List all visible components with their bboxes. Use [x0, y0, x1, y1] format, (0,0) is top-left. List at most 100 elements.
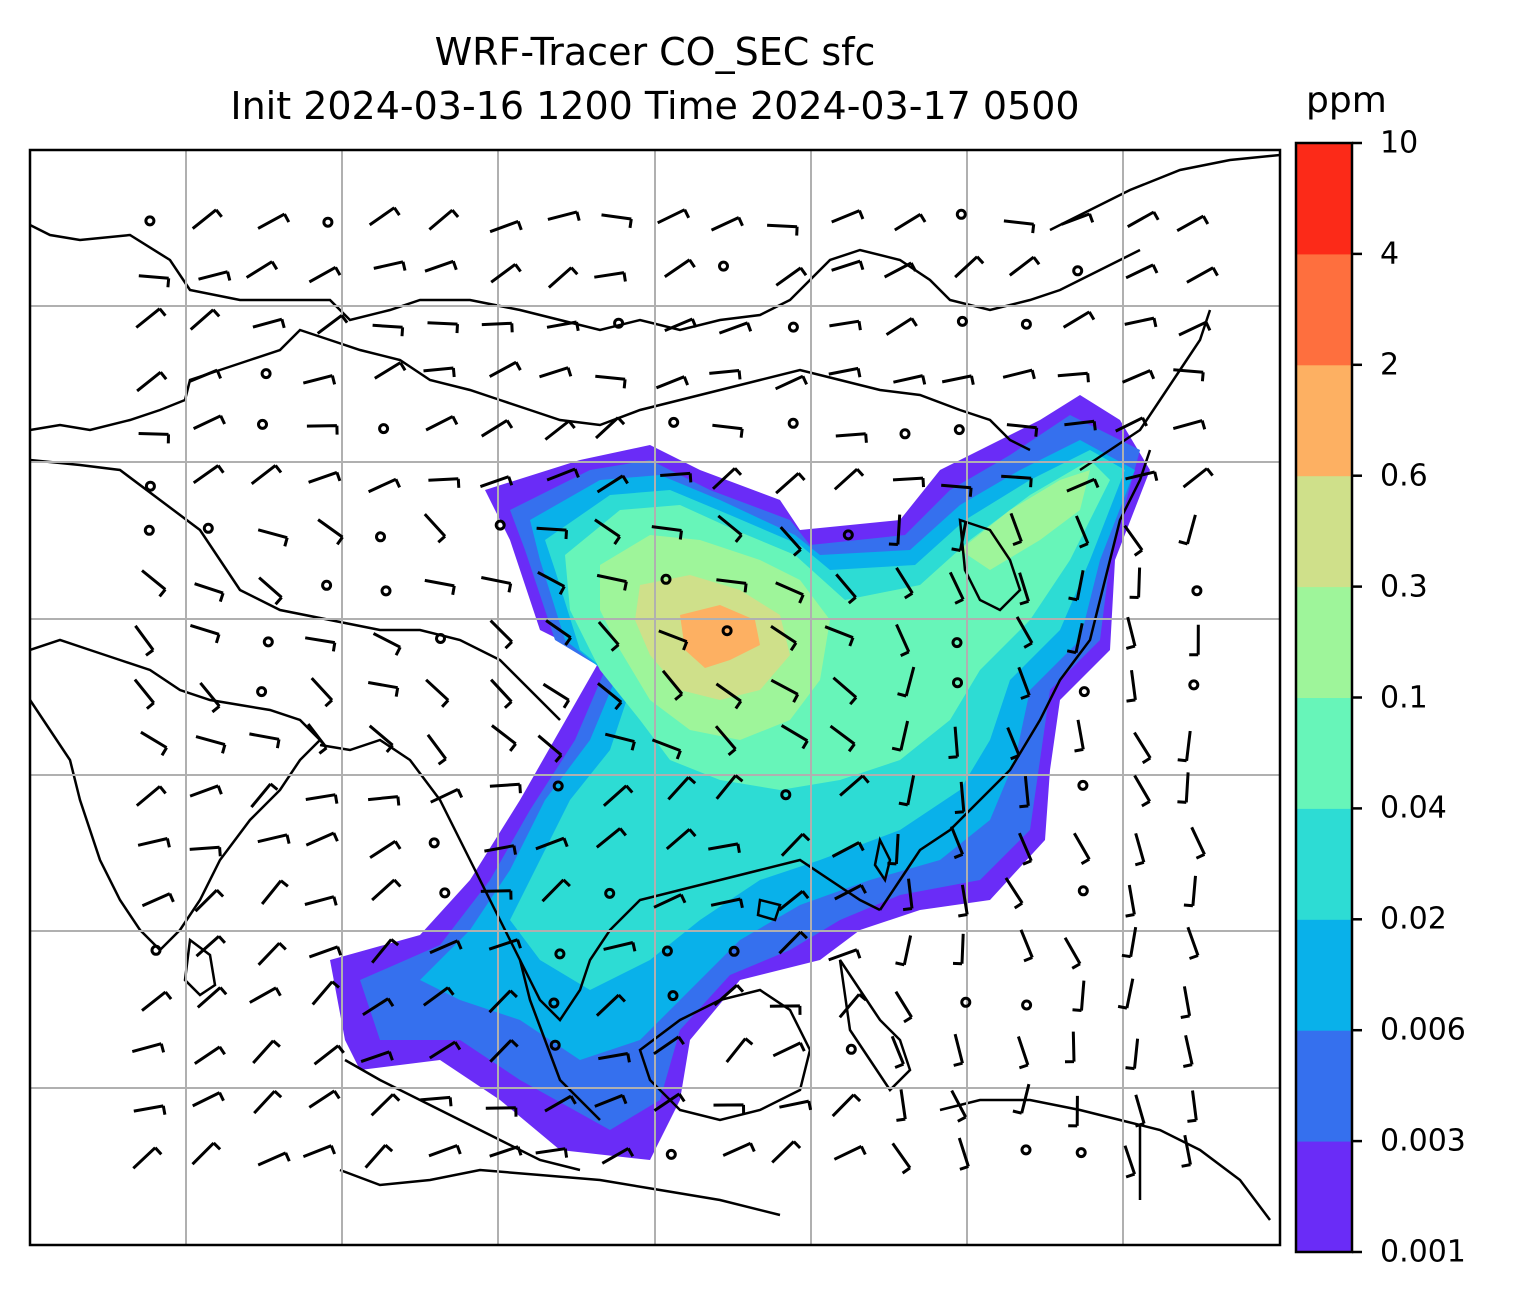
coastline-china-east — [878, 449, 1152, 911]
wind-barb — [725, 1037, 754, 1064]
wind-barb — [658, 629, 689, 651]
wind-barb — [422, 986, 455, 1007]
calm-wind-marker — [787, 321, 799, 333]
wind-barb — [426, 733, 448, 766]
chart-title-line1: WRF-Tracer CO_SEC sfc — [434, 30, 876, 74]
wind-barb — [778, 890, 810, 912]
wind-barb — [317, 518, 344, 546]
coastline-peninsula-malay — [518, 959, 601, 1121]
wind-barb — [537, 734, 563, 763]
wind-barb — [653, 1092, 686, 1112]
wind-barb — [257, 942, 287, 966]
wind-barb — [141, 569, 167, 598]
wind-barb — [134, 624, 155, 657]
wind-barb — [250, 464, 283, 485]
wind-barb — [258, 576, 283, 606]
wind-barb — [779, 1099, 813, 1111]
wind-barb — [490, 263, 522, 284]
calm-wind-marker — [321, 579, 333, 591]
wind-barb — [428, 1040, 462, 1060]
colorbar-tick-label: 2 — [1380, 347, 1400, 383]
wind-barb — [1019, 775, 1030, 809]
wind-barb — [1075, 515, 1090, 549]
field-level-7 — [680, 605, 760, 668]
wind-barb — [308, 470, 342, 484]
calm-wind-marker — [144, 215, 156, 227]
wind-barb — [1016, 1036, 1030, 1070]
wind-barb — [952, 933, 965, 966]
wind-barb — [885, 317, 918, 336]
wind-barb — [890, 1035, 905, 1069]
wind-barb — [1001, 474, 1033, 488]
wind-barb — [488, 938, 522, 951]
colorbar-tick-label: 0.003 — [1380, 1123, 1466, 1159]
calm-wind-marker — [554, 948, 566, 960]
calm-wind-marker — [845, 1043, 857, 1055]
wind-barb — [189, 845, 222, 857]
wind-barb — [831, 209, 865, 224]
calm-wind-marker — [721, 625, 733, 637]
wind-barb — [1182, 1034, 1194, 1068]
calm-wind-marker — [144, 480, 156, 492]
wind-barb — [1134, 1094, 1146, 1128]
wind-barb — [595, 374, 627, 389]
colorbar-tick-label: 10 — [1380, 125, 1419, 161]
wind-barb — [710, 216, 744, 232]
wind-barb — [896, 1089, 907, 1122]
wind-barb — [189, 784, 223, 798]
wind-barb — [191, 1141, 222, 1166]
wind-barb — [311, 980, 340, 1006]
calm-wind-marker — [375, 531, 386, 543]
wind-barb — [1178, 514, 1197, 546]
wind-barb — [1186, 266, 1219, 284]
coastline-srilanka — [183, 937, 217, 997]
wind-barb — [1172, 419, 1207, 431]
wind-barb — [302, 374, 337, 385]
wind-barb — [1125, 1038, 1140, 1071]
wind-barb — [535, 1147, 569, 1158]
wind-barb — [1123, 1145, 1137, 1179]
wind-barb — [1133, 731, 1152, 765]
wind-barb — [1117, 978, 1135, 1010]
calm-wind-marker — [668, 416, 680, 428]
wind-barb — [829, 724, 856, 753]
wind-barb — [1008, 255, 1041, 277]
wind-barb — [1006, 727, 1021, 761]
wind-barb — [372, 323, 405, 337]
wind-barb — [1012, 1083, 1031, 1115]
wind-barb — [313, 1044, 345, 1066]
coastline-north — [30, 223, 1141, 332]
wind-barb — [1002, 368, 1036, 380]
wind-barb — [835, 573, 857, 605]
wind-barb — [1125, 884, 1136, 918]
wind-barb — [713, 1103, 746, 1114]
calm-wind-marker — [1077, 885, 1089, 897]
calm-wind-marker — [1191, 585, 1203, 597]
wind-barb — [368, 206, 401, 227]
wind-barb — [829, 319, 862, 331]
wind-barb — [1183, 875, 1197, 908]
wind-barb — [308, 1089, 341, 1109]
border-south-asia — [30, 458, 561, 721]
wind-barb — [132, 1146, 163, 1170]
wind-barb — [1123, 524, 1144, 557]
calm-wind-marker — [1072, 265, 1084, 277]
wind-barb — [596, 573, 628, 591]
wind-barb — [1068, 1095, 1079, 1128]
wind-barb — [373, 260, 407, 271]
coastline-hainan — [756, 898, 782, 922]
coastline-java — [339, 1168, 781, 1217]
calm-wind-marker — [604, 887, 616, 899]
wind-barb — [894, 213, 927, 232]
calm-wind-marker — [548, 997, 560, 1009]
wind-barb — [141, 990, 173, 1012]
wind-barb — [490, 678, 513, 709]
wind-barb — [374, 361, 407, 380]
wind-barb — [304, 636, 337, 652]
wind-barb — [425, 415, 459, 432]
wind-barb — [536, 526, 568, 540]
wind-barb — [485, 1106, 518, 1117]
coastline-japan — [1079, 309, 1212, 472]
colorbar-segment — [1296, 253, 1352, 366]
calm-wind-marker — [1188, 679, 1200, 691]
